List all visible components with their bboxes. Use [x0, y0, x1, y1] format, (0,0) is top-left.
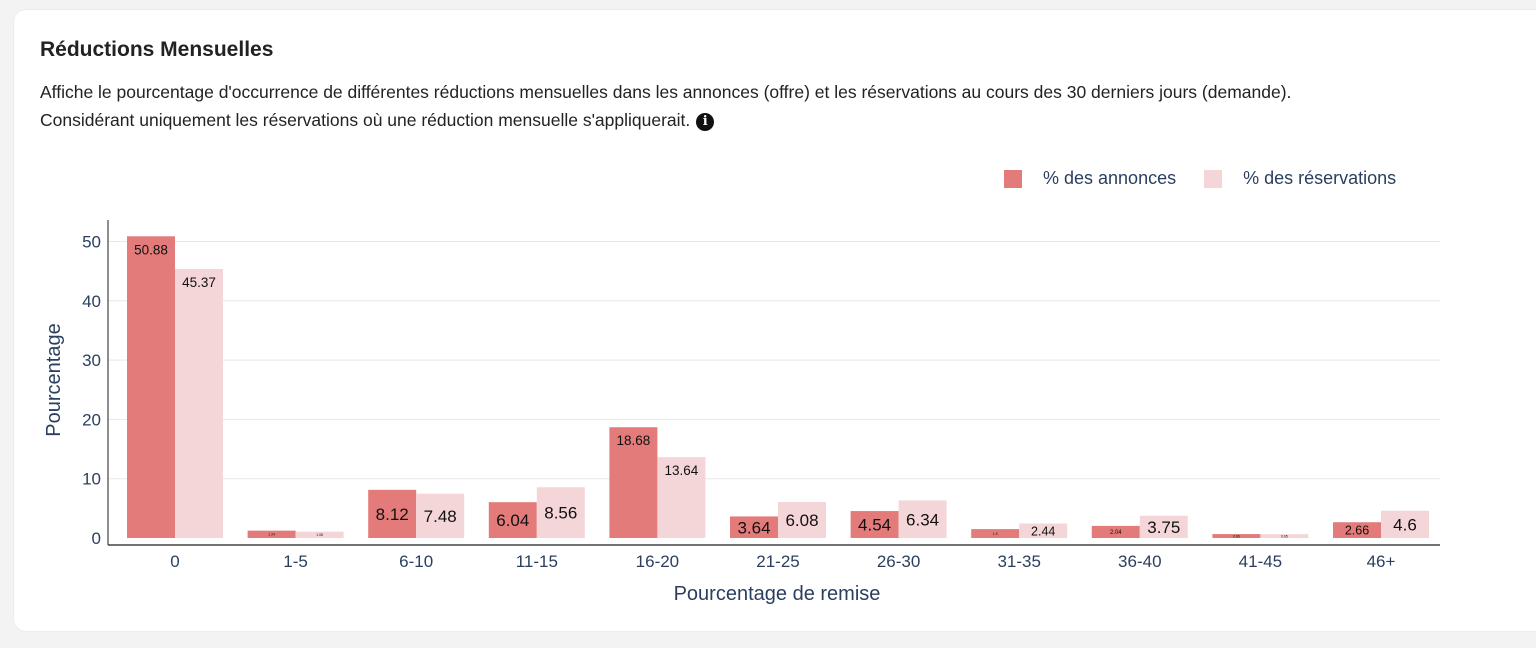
bar-annonces	[971, 529, 1020, 538]
y-tick-label: 40	[82, 292, 101, 311]
chart-legend: % des annonces % des réservations	[1004, 168, 1396, 189]
data-label: 3.75	[1147, 518, 1180, 537]
bar-annonces	[368, 489, 417, 538]
x-tick-label: 26-30	[877, 552, 920, 571]
y-tick-label: 0	[92, 529, 101, 548]
chart-description: Affiche le pourcentage d'occurrence de d…	[40, 78, 1500, 134]
bar-reservations	[1019, 523, 1068, 538]
data-label: 7.48	[424, 507, 457, 526]
bar-reservations	[175, 268, 223, 538]
data-label: 13.64	[665, 463, 699, 478]
bar-annonces	[730, 516, 778, 538]
bar-annonces	[1333, 522, 1381, 538]
data-label: 1.24	[268, 533, 275, 537]
data-label: 18.68	[617, 433, 651, 448]
data-label: 2.44	[1031, 524, 1055, 538]
data-label: 1.08	[316, 533, 323, 537]
x-tick-label: 6-10	[399, 552, 433, 571]
data-label: 6.04	[496, 511, 529, 530]
bar-annonces	[850, 511, 899, 538]
x-tick-label: 0	[170, 552, 179, 571]
info-icon[interactable]: i	[696, 113, 715, 131]
legend-swatch-annonces	[1004, 169, 1022, 188]
bar-annonces	[609, 427, 658, 538]
data-label: 3.64	[737, 518, 770, 537]
bar-annonces	[127, 236, 175, 538]
y-axis-title: Pourcentage	[43, 323, 65, 436]
data-label: 0.65	[1281, 534, 1288, 538]
bar-reservations	[898, 500, 947, 538]
bar-reservations	[778, 501, 826, 538]
x-tick-label: 1-5	[283, 552, 308, 571]
data-label: 0.66	[1233, 534, 1240, 538]
x-tick-label: 21-25	[756, 552, 799, 571]
description-line-2-text: Considérant uniquement les réservations …	[40, 110, 691, 130]
legend-swatch-reservations	[1204, 169, 1223, 188]
x-tick-label: 41-45	[1239, 552, 1282, 571]
legend-item-annonces[interactable]: % des annonces	[1004, 168, 1176, 189]
y-tick-label: 30	[82, 351, 101, 370]
chart-title: Réductions Mensuelles	[40, 38, 274, 61]
description-line-2: Considérant uniquement les réservations …	[40, 106, 1500, 134]
x-tick-label: 46+	[1367, 552, 1396, 571]
legend-label-annonces: % des annonces	[1043, 168, 1177, 188]
bar-reservations	[1381, 510, 1429, 538]
bar-annonces	[1212, 534, 1261, 538]
x-tick-label: 11-15	[516, 552, 558, 571]
data-label: 2.04	[1110, 530, 1122, 536]
bar-reservations	[295, 531, 344, 538]
data-label: 8.56	[544, 504, 577, 523]
bar-reservations	[536, 487, 585, 538]
data-label: 1.5	[993, 532, 998, 536]
x-axis-title: Pourcentage de remise	[674, 583, 881, 605]
y-tick-label: 10	[82, 470, 101, 489]
x-tick-label: 16-20	[636, 552, 679, 571]
bar-annonces	[488, 502, 537, 538]
data-label: 6.08	[785, 511, 818, 530]
description-line-1: Affiche le pourcentage d'occurrence de d…	[40, 82, 1292, 102]
data-label: 6.34	[906, 510, 939, 529]
data-label: 45.37	[182, 275, 216, 290]
x-tick-label: 36-40	[1118, 552, 1161, 571]
data-label: 2.66	[1345, 524, 1369, 538]
y-tick-label: 50	[82, 233, 101, 252]
x-tick-label: 31-35	[997, 552, 1040, 571]
y-tick-label: 20	[82, 410, 101, 429]
bar-reservations	[1260, 534, 1309, 538]
legend-label-reservations: % des réservations	[1243, 168, 1397, 188]
legend-item-reservations[interactable]: % des réservations	[1204, 168, 1396, 189]
data-label: 50.88	[134, 242, 168, 257]
data-label: 4.6	[1393, 515, 1417, 534]
bar-reservations	[416, 493, 465, 538]
bar-annonces	[1091, 525, 1140, 538]
bar-annonces	[247, 530, 296, 538]
data-label: 8.12	[376, 505, 409, 524]
data-label: 4.54	[858, 516, 891, 535]
bar-reservations	[657, 457, 706, 538]
bar-reservations	[1139, 515, 1188, 538]
